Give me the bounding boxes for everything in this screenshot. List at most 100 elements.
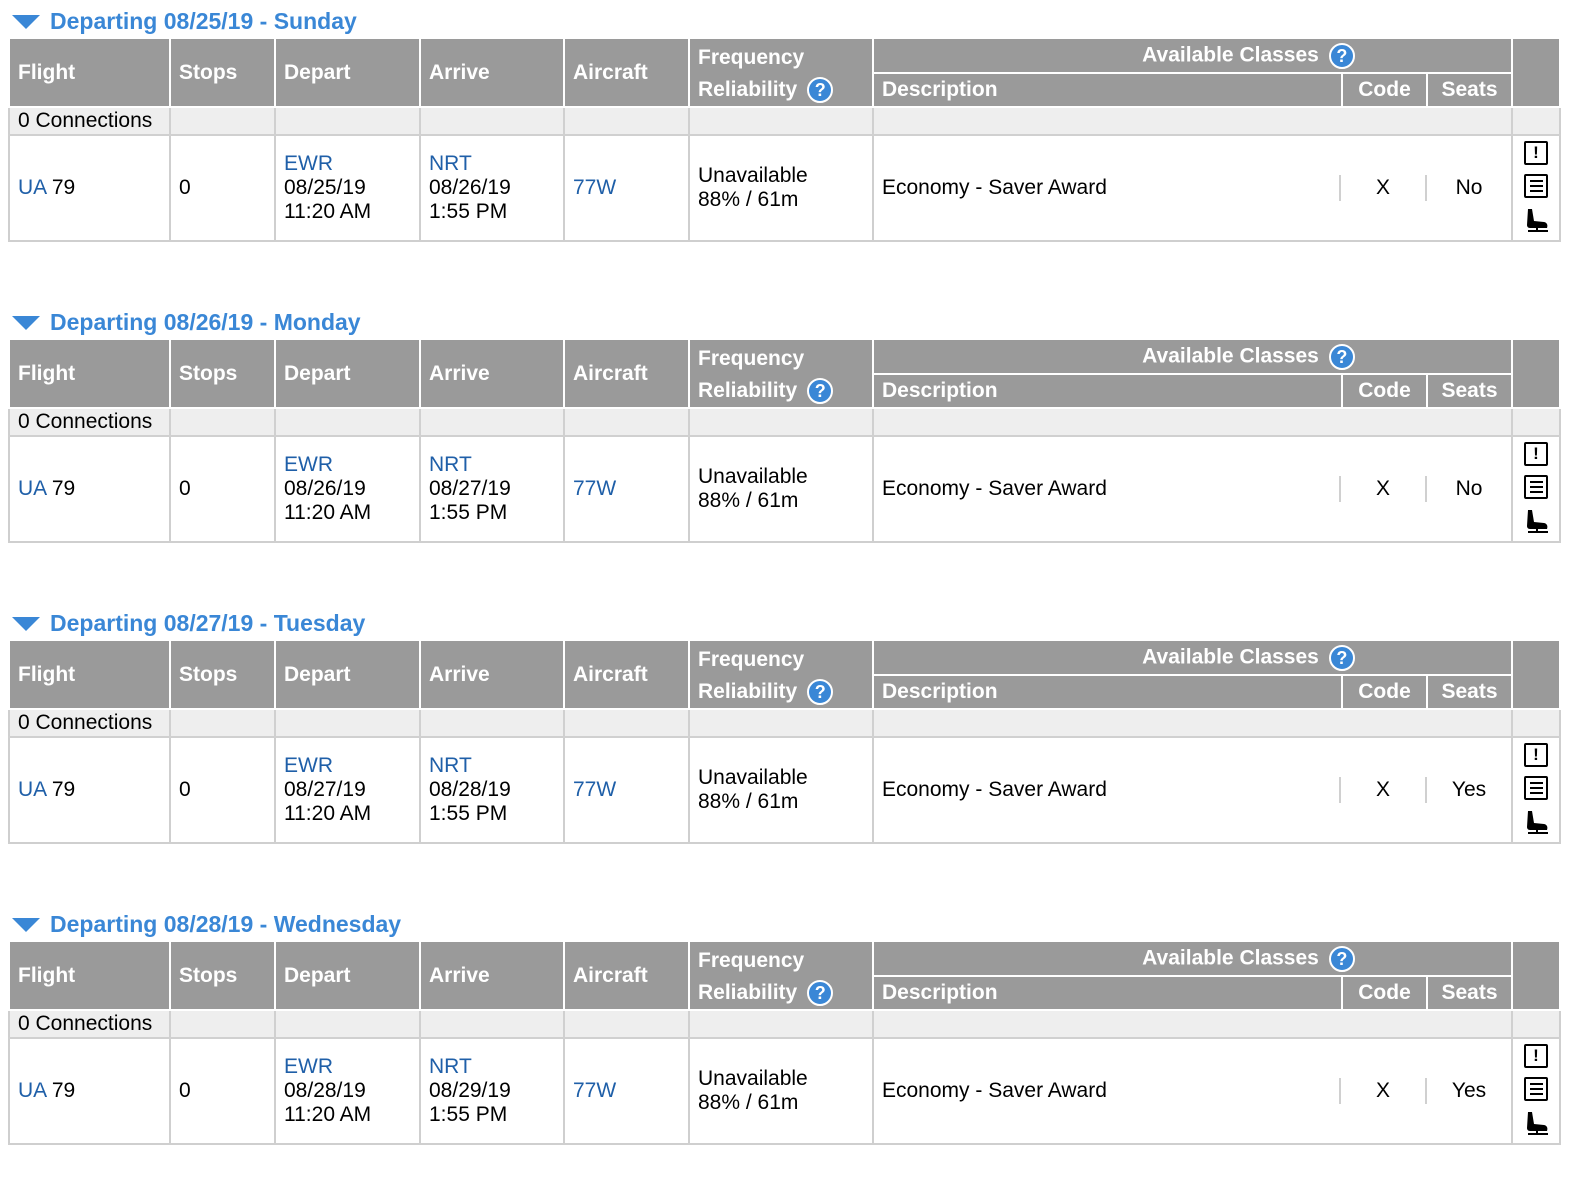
header-seats: Seats bbox=[1425, 976, 1514, 1011]
day-title[interactable]: Departing 08/28/19 - Wednesday bbox=[50, 910, 402, 937]
carrier-link[interactable]: UA bbox=[18, 176, 47, 199]
details-icon[interactable] bbox=[1524, 1076, 1549, 1101]
class-description: Economy - Saver Award bbox=[882, 477, 1107, 500]
arrive-airport-link[interactable]: NRT bbox=[429, 1055, 472, 1078]
collapse-triangle-icon[interactable] bbox=[12, 15, 40, 29]
help-icon[interactable]: ? bbox=[807, 76, 834, 103]
header-depart: Depart bbox=[274, 942, 421, 1011]
aircraft-link[interactable]: 77W bbox=[573, 1079, 617, 1102]
aircraft-link[interactable]: 77W bbox=[573, 778, 617, 801]
class-description: Economy - Saver Award bbox=[882, 778, 1107, 801]
actions-cell: ! bbox=[1511, 436, 1562, 543]
help-icon[interactable]: ? bbox=[1328, 343, 1355, 370]
class-code: X bbox=[1376, 1079, 1391, 1102]
alert-icon[interactable]: ! bbox=[1524, 441, 1549, 466]
help-icon[interactable]: ? bbox=[807, 979, 834, 1006]
carrier-link[interactable]: UA bbox=[18, 778, 47, 801]
alert-icon[interactable]: ! bbox=[1524, 1043, 1549, 1068]
stops-value: 0 bbox=[169, 135, 275, 242]
header-aircraft: Aircraft bbox=[563, 641, 690, 710]
seat-map-icon[interactable] bbox=[1522, 809, 1550, 837]
header-seats: Seats bbox=[1425, 374, 1514, 409]
divider bbox=[1425, 175, 1428, 201]
header-arrive: Arrive bbox=[419, 340, 565, 409]
arrive-airport-link[interactable]: NRT bbox=[429, 754, 472, 777]
arrive-time: 1:55 PM bbox=[429, 802, 508, 825]
depart-airport-link[interactable]: EWR bbox=[284, 453, 333, 476]
depart-time: 11:20 AM bbox=[284, 501, 372, 524]
details-icon[interactable] bbox=[1524, 173, 1549, 198]
divider bbox=[1425, 1078, 1428, 1104]
header-available-classes: Available Classes? bbox=[871, 641, 1514, 676]
depart-airport-link[interactable]: EWR bbox=[284, 1055, 333, 1078]
help-icon[interactable]: ? bbox=[1328, 644, 1355, 671]
header-actions bbox=[1511, 641, 1562, 710]
seat-map-icon[interactable] bbox=[1522, 508, 1550, 536]
header-description: Description bbox=[872, 675, 1343, 710]
carrier-link[interactable]: UA bbox=[18, 477, 47, 500]
header-code: Code bbox=[1341, 374, 1428, 409]
collapse-triangle-icon[interactable] bbox=[12, 316, 40, 330]
arrive-airport-link[interactable]: NRT bbox=[429, 453, 472, 476]
aircraft-cell: 77W bbox=[563, 1038, 689, 1145]
depart-airport-link[interactable]: EWR bbox=[284, 754, 333, 777]
details-icon[interactable] bbox=[1524, 775, 1549, 800]
collapse-triangle-icon[interactable] bbox=[12, 918, 40, 932]
depart-time: 11:20 AM bbox=[284, 802, 372, 825]
connections-label: 0 Connections bbox=[8, 709, 170, 738]
day-title[interactable]: Departing 08/25/19 - Sunday bbox=[50, 7, 357, 34]
arrive-time: 1:55 PM bbox=[429, 200, 508, 223]
frequency-value: Unavailable bbox=[698, 1067, 808, 1090]
available-class-cell: Economy - Saver Award X Yes bbox=[871, 1038, 1513, 1145]
aircraft-link[interactable]: 77W bbox=[573, 477, 617, 500]
aircraft-link[interactable]: 77W bbox=[573, 176, 617, 199]
arrive-date: 08/27/19 bbox=[429, 477, 511, 500]
flight-number-cell: UA 79 bbox=[8, 1038, 170, 1145]
help-icon[interactable]: ? bbox=[1328, 42, 1355, 69]
header-frequency: Frequency bbox=[698, 647, 805, 671]
day-toggle[interactable]: Departing 08/27/19 - Tuesday bbox=[12, 608, 365, 638]
flight-row: UA 79 0 EWR 08/28/19 11:20 AM NRT 08/29/… bbox=[8, 1038, 1562, 1145]
depart-cell: EWR 08/26/19 11:20 AM bbox=[274, 436, 420, 543]
flight-table: Flight Stops Depart Arrive Aircraft Freq… bbox=[8, 942, 1562, 1145]
carrier-link[interactable]: UA bbox=[18, 1079, 47, 1102]
available-class-cell: Economy - Saver Award X No bbox=[871, 135, 1513, 242]
details-icon[interactable] bbox=[1524, 474, 1549, 499]
depart-airport-link[interactable]: EWR bbox=[284, 152, 333, 175]
available-classes-label: Available Classes bbox=[1142, 43, 1319, 67]
day-title[interactable]: Departing 08/27/19 - Tuesday bbox=[50, 609, 366, 636]
header-flight: Flight bbox=[8, 942, 171, 1011]
day-toggle[interactable]: Departing 08/26/19 - Monday bbox=[12, 307, 361, 337]
help-icon[interactable]: ? bbox=[807, 678, 834, 705]
header-frequency: Frequency bbox=[698, 45, 805, 69]
day-toggle[interactable]: Departing 08/25/19 - Sunday bbox=[12, 6, 357, 36]
aircraft-cell: 77W bbox=[563, 737, 689, 844]
arrive-airport-link[interactable]: NRT bbox=[429, 152, 472, 175]
header-frequency-reliability: Frequency Reliability? bbox=[688, 340, 874, 409]
frequency-reliability-cell: Unavailable 88% / 61m bbox=[688, 737, 873, 844]
day-title[interactable]: Departing 08/26/19 - Monday bbox=[50, 308, 361, 335]
header-frequency: Frequency bbox=[698, 948, 805, 972]
flight-row: UA 79 0 EWR 08/25/19 11:20 AM NRT 08/26/… bbox=[8, 135, 1562, 242]
header-arrive: Arrive bbox=[419, 641, 565, 710]
header-description: Description bbox=[872, 374, 1343, 409]
depart-cell: EWR 08/27/19 11:20 AM bbox=[274, 737, 420, 844]
arrive-date: 08/29/19 bbox=[429, 1079, 511, 1102]
day-toggle[interactable]: Departing 08/28/19 - Wednesday bbox=[12, 909, 401, 939]
actions-cell: ! bbox=[1511, 135, 1562, 242]
seat-map-icon[interactable] bbox=[1522, 207, 1550, 235]
header-code: Code bbox=[1341, 675, 1428, 710]
seat-map-icon[interactable] bbox=[1522, 1110, 1550, 1138]
depart-cell: EWR 08/25/19 11:20 AM bbox=[274, 135, 420, 242]
flight-number: 79 bbox=[51, 477, 76, 500]
collapse-triangle-icon[interactable] bbox=[12, 617, 40, 631]
help-icon[interactable]: ? bbox=[807, 377, 834, 404]
alert-icon[interactable]: ! bbox=[1524, 742, 1549, 767]
reliability-value: 88% / 61m bbox=[698, 188, 799, 211]
available-classes-label: Available Classes bbox=[1142, 344, 1319, 368]
help-icon[interactable]: ? bbox=[1328, 945, 1355, 972]
alert-icon[interactable]: ! bbox=[1524, 140, 1549, 165]
connections-row: 0 Connections bbox=[8, 107, 1562, 136]
aircraft-cell: 77W bbox=[563, 135, 689, 242]
connections-label: 0 Connections bbox=[8, 1010, 170, 1039]
